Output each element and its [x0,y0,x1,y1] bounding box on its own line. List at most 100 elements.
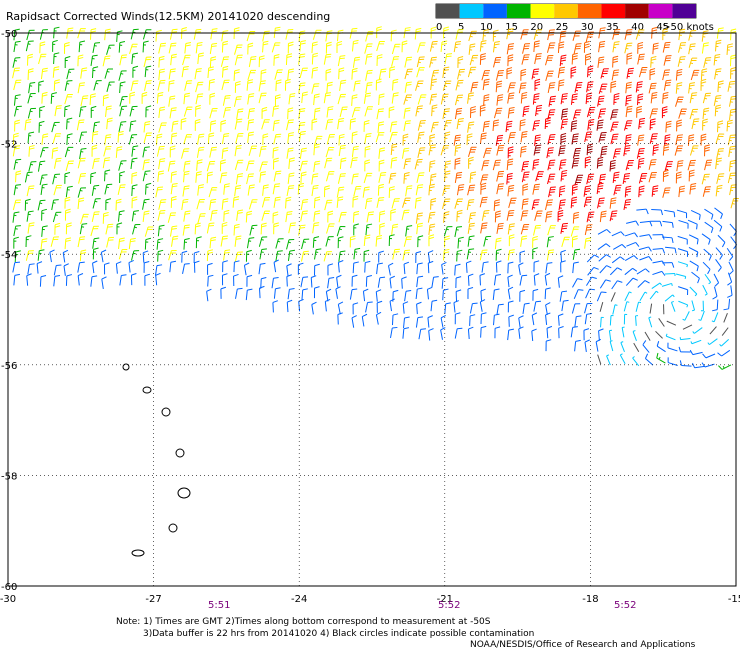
wind-barb [626,242,640,247]
wind-barb [533,273,540,286]
wind-barb [427,260,434,274]
wind-barb [249,224,258,236]
wind-barb [236,108,244,120]
wind-barb [481,261,489,273]
wind-barb [142,250,149,263]
wind-barb [612,55,619,68]
wind-barb [531,328,537,342]
wind-barb [584,131,593,143]
wind-barb [142,40,149,53]
wind-barb [92,158,100,169]
wind-barb [507,328,514,341]
wind-barb [168,95,176,107]
wind-barb [624,42,633,54]
island-outline [142,386,152,394]
wind-barb [467,184,476,196]
wind-barb [704,144,710,157]
wind-barb [651,282,662,289]
wind-barb [444,235,450,248]
wind-barb [245,210,253,223]
wind-barb [656,352,666,364]
wind-barb [353,80,361,92]
wind-barb [698,310,705,321]
wind-barb [234,251,243,263]
wind-barb [155,264,163,276]
wind-barb [66,117,73,130]
wind-barb [351,67,358,80]
wind-barb [313,107,321,120]
wind-barb [610,109,619,120]
wind-barb [535,171,544,182]
wind-barb [156,238,164,250]
wind-barb [557,41,565,54]
wind-barb [416,301,422,315]
wind-barb [703,57,712,68]
wind-barb [467,273,474,286]
wind-barb [442,198,451,210]
wind-barb [651,185,659,197]
wind-barb [598,173,606,185]
wind-barb [532,159,540,171]
wind-barb [610,133,619,145]
wind-barb [222,260,228,273]
wind-barb [168,42,177,54]
wind-barb [479,40,487,52]
wind-barb [639,234,653,240]
wind-barb [388,234,395,247]
wind-barb [219,172,228,184]
wind-barb [131,196,138,209]
wind-barb [507,223,515,235]
wind-barb [638,172,648,184]
wind-barb [352,261,359,274]
wind-barb [388,262,394,276]
wind-barb [701,233,711,245]
wind-barb [443,211,450,223]
wind-barb [91,184,100,196]
wind-barb [626,52,633,65]
wind-barb [665,246,677,254]
wind-barb [223,209,230,222]
wind-barb [546,236,554,248]
wind-barb [508,197,517,209]
wind-barb [170,182,178,195]
wind-barb [597,108,607,120]
wind-barb [300,210,308,222]
wind-barb [128,237,136,250]
wind-barb [691,300,696,312]
wind-barb [235,173,244,185]
wind-barb [675,82,683,94]
wind-barb [520,68,527,81]
wind-barb [494,237,502,250]
wind-barb [662,28,669,41]
wind-barb [258,262,266,275]
wind-barb [533,224,541,236]
wind-barb [584,224,593,236]
wind-barb [571,303,581,314]
wind-barb [440,314,446,328]
legend-label: 0 [436,22,442,33]
wind-barb [496,94,504,106]
wind-barb [245,288,253,301]
wind-barb [144,273,151,286]
wind-barb [220,235,228,247]
wind-barb [506,43,515,55]
wind-barb [388,106,395,119]
wind-barb [639,291,648,301]
wind-barb [298,82,306,94]
wind-barb [506,158,514,171]
wind-barb [711,312,719,323]
wind-barb [353,247,361,260]
wind-barb [518,315,524,328]
wind-barb [715,258,722,272]
wind-barb [90,105,97,118]
wind-barb [180,117,187,130]
wind-barb [351,94,358,106]
wind-barb [64,41,70,54]
wind-barb [728,261,734,275]
wind-barb [444,53,453,65]
wind-barb [428,223,436,235]
wind-barb [632,356,640,367]
wind-barb [288,92,296,105]
wind-barb [664,294,675,302]
wind-barb [573,43,582,54]
